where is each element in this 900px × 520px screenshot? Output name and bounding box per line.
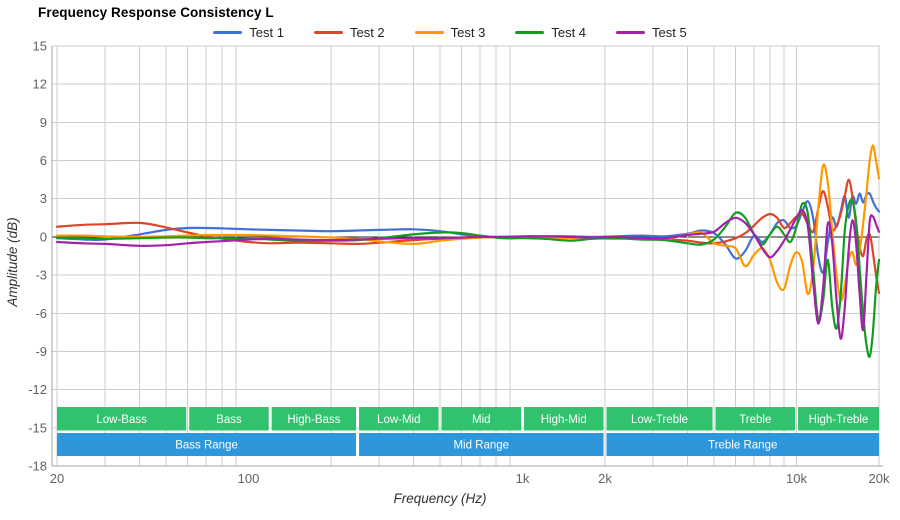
- legend-item-test-2[interactable]: Test 2: [313, 25, 385, 40]
- y-tick-12: 12: [33, 77, 47, 92]
- x-tick-20: 20: [50, 471, 64, 486]
- series-curves: [55, 144, 881, 359]
- x-tick-2k: 2k: [598, 471, 612, 486]
- band-label-bass: Bass: [216, 414, 242, 426]
- band-treble: [715, 407, 796, 431]
- legend-swatch-test-3: [414, 31, 444, 34]
- y-tick-6: 6: [40, 153, 47, 168]
- band-label-bass-range: Bass Range: [175, 440, 238, 452]
- series-line-test-1: [55, 192, 881, 274]
- x-axis-title: Frequency (Hz): [393, 491, 486, 506]
- legend-item-test-4[interactable]: Test 4: [515, 25, 586, 40]
- y-tick--3: -3: [35, 268, 47, 283]
- band-low-bass: [57, 407, 187, 431]
- legend-swatch-test-5: [616, 31, 646, 34]
- band-label-high-mid: High-Mid: [541, 414, 587, 426]
- x-tick-1k: 1k: [516, 471, 530, 486]
- y-tick-3: 3: [40, 191, 47, 206]
- chart-legend: Test 1 Test 2 Test 3 Test 4 Test 5: [0, 25, 900, 40]
- axis-lines: [51, 46, 883, 467]
- band-mid-range: [359, 433, 604, 456]
- legend-label-test-2: Test 2: [349, 25, 385, 40]
- band-label-treble-range: Treble Range: [708, 440, 777, 452]
- band-label-mid-range: Mid Range: [453, 440, 509, 452]
- band-high-mid: [524, 407, 604, 431]
- x-tick-10k: 10k: [786, 471, 807, 486]
- y-tick-15: 15: [33, 39, 47, 54]
- legend-label-test-1: Test 1: [249, 25, 284, 40]
- band-high-treble: [798, 407, 879, 431]
- y-tick-0: 0: [40, 229, 47, 244]
- legend-label-test-3: Test 3: [450, 25, 486, 40]
- series-line-test-2: [55, 178, 881, 294]
- band-bass: [189, 407, 269, 431]
- x-tick-20k: 20k: [869, 471, 890, 486]
- frequency-range-bands: Low-Bass Bass High-Bass Low-Mid Mid High-Mid L…: [57, 407, 879, 456]
- legend-item-test-1[interactable]: Test 1: [213, 25, 284, 40]
- band-label-high-bass: High-Bass: [287, 414, 340, 426]
- band-high-bass: [271, 407, 357, 431]
- band-bass-range: [57, 433, 357, 456]
- y-tick-9: 9: [40, 115, 47, 130]
- band-label-low-mid: Low-Mid: [377, 414, 420, 426]
- band-label-mid: Mid: [472, 414, 491, 426]
- band-low-treble: [606, 407, 713, 431]
- y-tick--9: -9: [35, 344, 47, 359]
- band-treble-range: [606, 433, 879, 456]
- band-label-treble: Treble: [739, 414, 771, 426]
- grid-lines: [52, 45, 880, 467]
- chart-title: Frequency Response Consistency L: [38, 5, 274, 20]
- y-tick--12: -12: [28, 382, 47, 397]
- legend-item-test-3[interactable]: Test 3: [414, 25, 486, 40]
- y-tick--15: -15: [28, 420, 47, 435]
- band-label-low-treble: Low-Treble: [631, 414, 688, 426]
- legend-label-test-5: Test 5: [652, 25, 687, 40]
- band-mid: [441, 407, 522, 431]
- y-tick--6: -6: [35, 306, 47, 321]
- legend-label-test-4: Test 4: [551, 25, 587, 40]
- x-tick-100: 100: [238, 471, 260, 486]
- band-label-low-bass: Low-Bass: [96, 414, 147, 426]
- band-label-high-treble: High-Treble: [809, 414, 869, 426]
- y-tick--18: -18: [28, 459, 47, 474]
- series-line-test-4: [55, 198, 881, 359]
- legend-swatch-test-4: [515, 31, 545, 34]
- series-line-test-5: [55, 208, 881, 340]
- legend-item-test-5[interactable]: Test 5: [616, 25, 687, 40]
- band-low-mid: [359, 407, 439, 431]
- legend-swatch-test-1: [213, 31, 243, 34]
- y-axis-title: Amplitude (dB): [5, 217, 20, 307]
- legend-swatch-test-2: [313, 31, 343, 34]
